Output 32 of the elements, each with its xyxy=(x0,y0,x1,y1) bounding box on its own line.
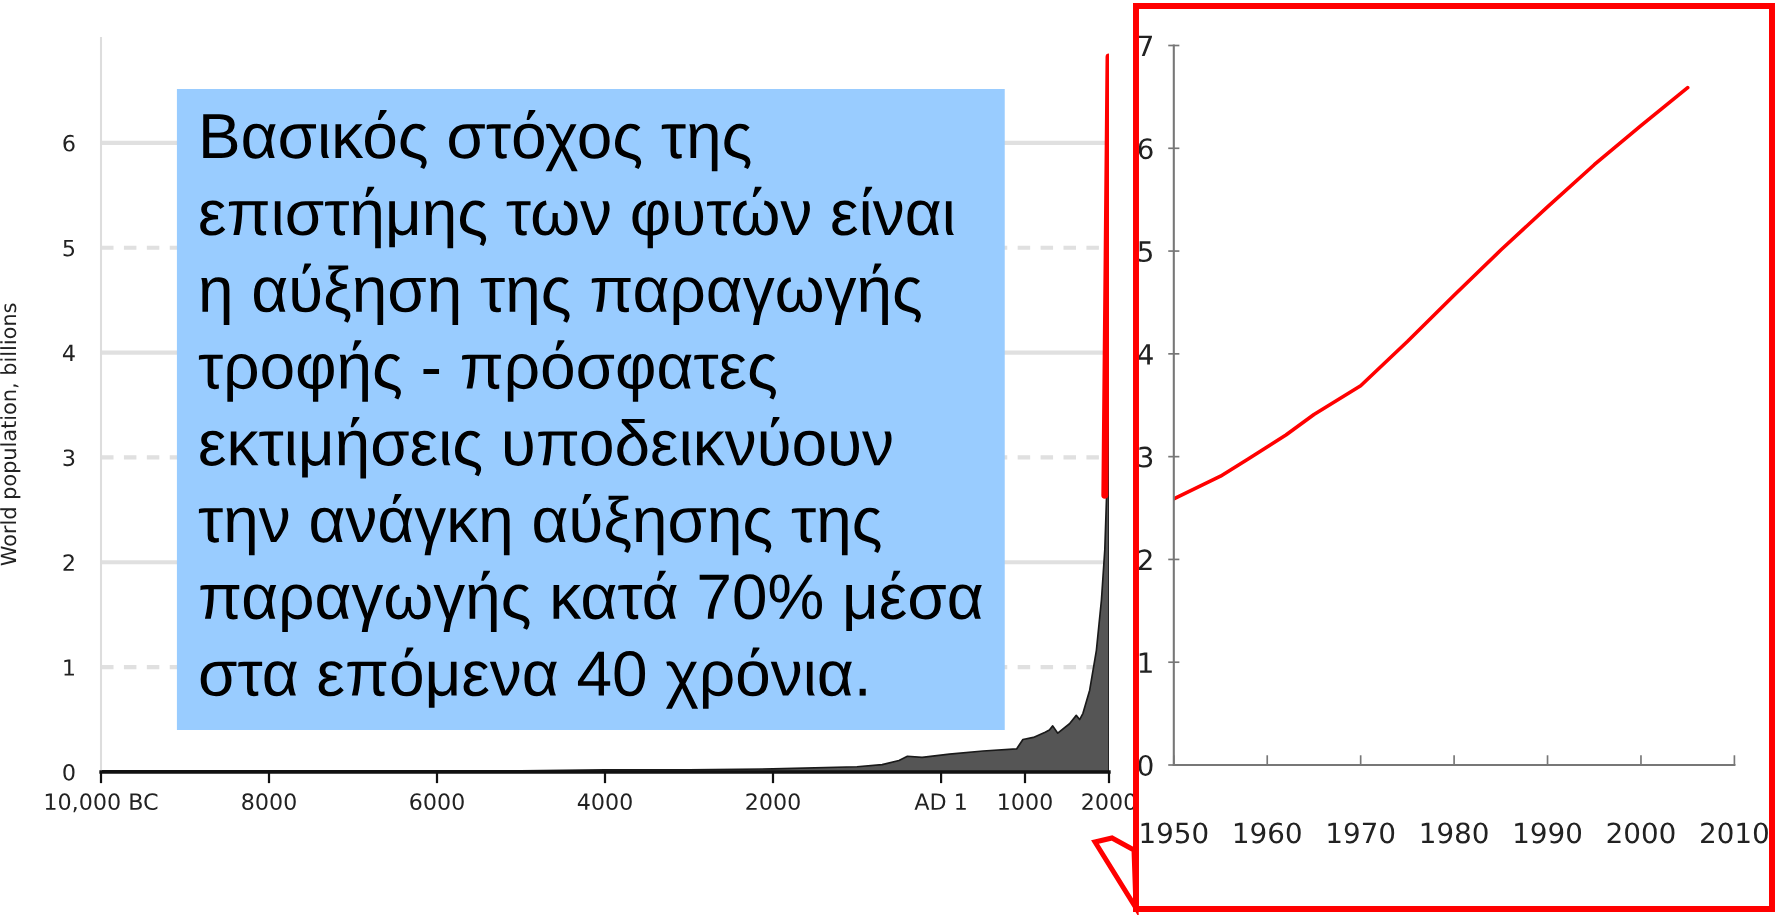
y-tick-label: 7 xyxy=(1138,35,1152,57)
x-tick-label: 8000 xyxy=(242,793,296,811)
annotation: Βασικός στόχος της επιστήμης των φυτών είναι η αύξηση της παραγωγής τροφής - πρόσφατες εκτιμήσεις υποδεικνύουν την ανάγκη αύξησης της παραγωγής κατά 70% μέσα στα επόμενα 40 χρόνια. xyxy=(198,109,982,709)
x-tick-label: 2000 xyxy=(746,793,800,811)
y-tick-label: 5 xyxy=(63,239,75,257)
y-axis-title: World population, billions xyxy=(0,303,21,566)
x-tick-label: 6000 xyxy=(410,793,464,811)
y-tick-label: 6 xyxy=(1138,138,1153,160)
y-tick-label: 4 xyxy=(1138,344,1153,365)
y-tick-label: 4 xyxy=(62,344,75,362)
x-tick-label: 2000 xyxy=(1607,822,1675,844)
y-tick-label: 6 xyxy=(63,134,75,152)
x-tick-label: 10,000 BC xyxy=(45,793,158,813)
x-tick-label: 1950 xyxy=(1141,822,1208,844)
x-tick-label: 1980 xyxy=(1421,822,1488,844)
y-tick-label: 0 xyxy=(63,763,75,781)
y-tick-label: 5 xyxy=(1138,241,1152,263)
x-tick-label: 1970 xyxy=(1328,822,1395,844)
x-tick-label: AD 1 xyxy=(914,793,966,810)
line-series xyxy=(1173,85,1690,501)
y-tick-label: 3 xyxy=(63,449,75,467)
x-tick-label: 2010 xyxy=(1701,822,1768,844)
x-tick-label: 4000 xyxy=(577,793,632,811)
y-tick-label: 3 xyxy=(1138,446,1153,468)
y-tick-label: 2 xyxy=(63,554,74,571)
y-tick-label: 0 xyxy=(1138,754,1153,776)
y-tick-label: 2 xyxy=(1138,549,1152,570)
y-tick-label: 1 xyxy=(1139,652,1152,673)
x-tick-label: 1960 xyxy=(1234,822,1301,844)
x-tick-label: 1990 xyxy=(1515,822,1582,844)
y-tick-label: 1 xyxy=(64,659,74,676)
x-tick-label: 1000 xyxy=(999,793,1052,811)
